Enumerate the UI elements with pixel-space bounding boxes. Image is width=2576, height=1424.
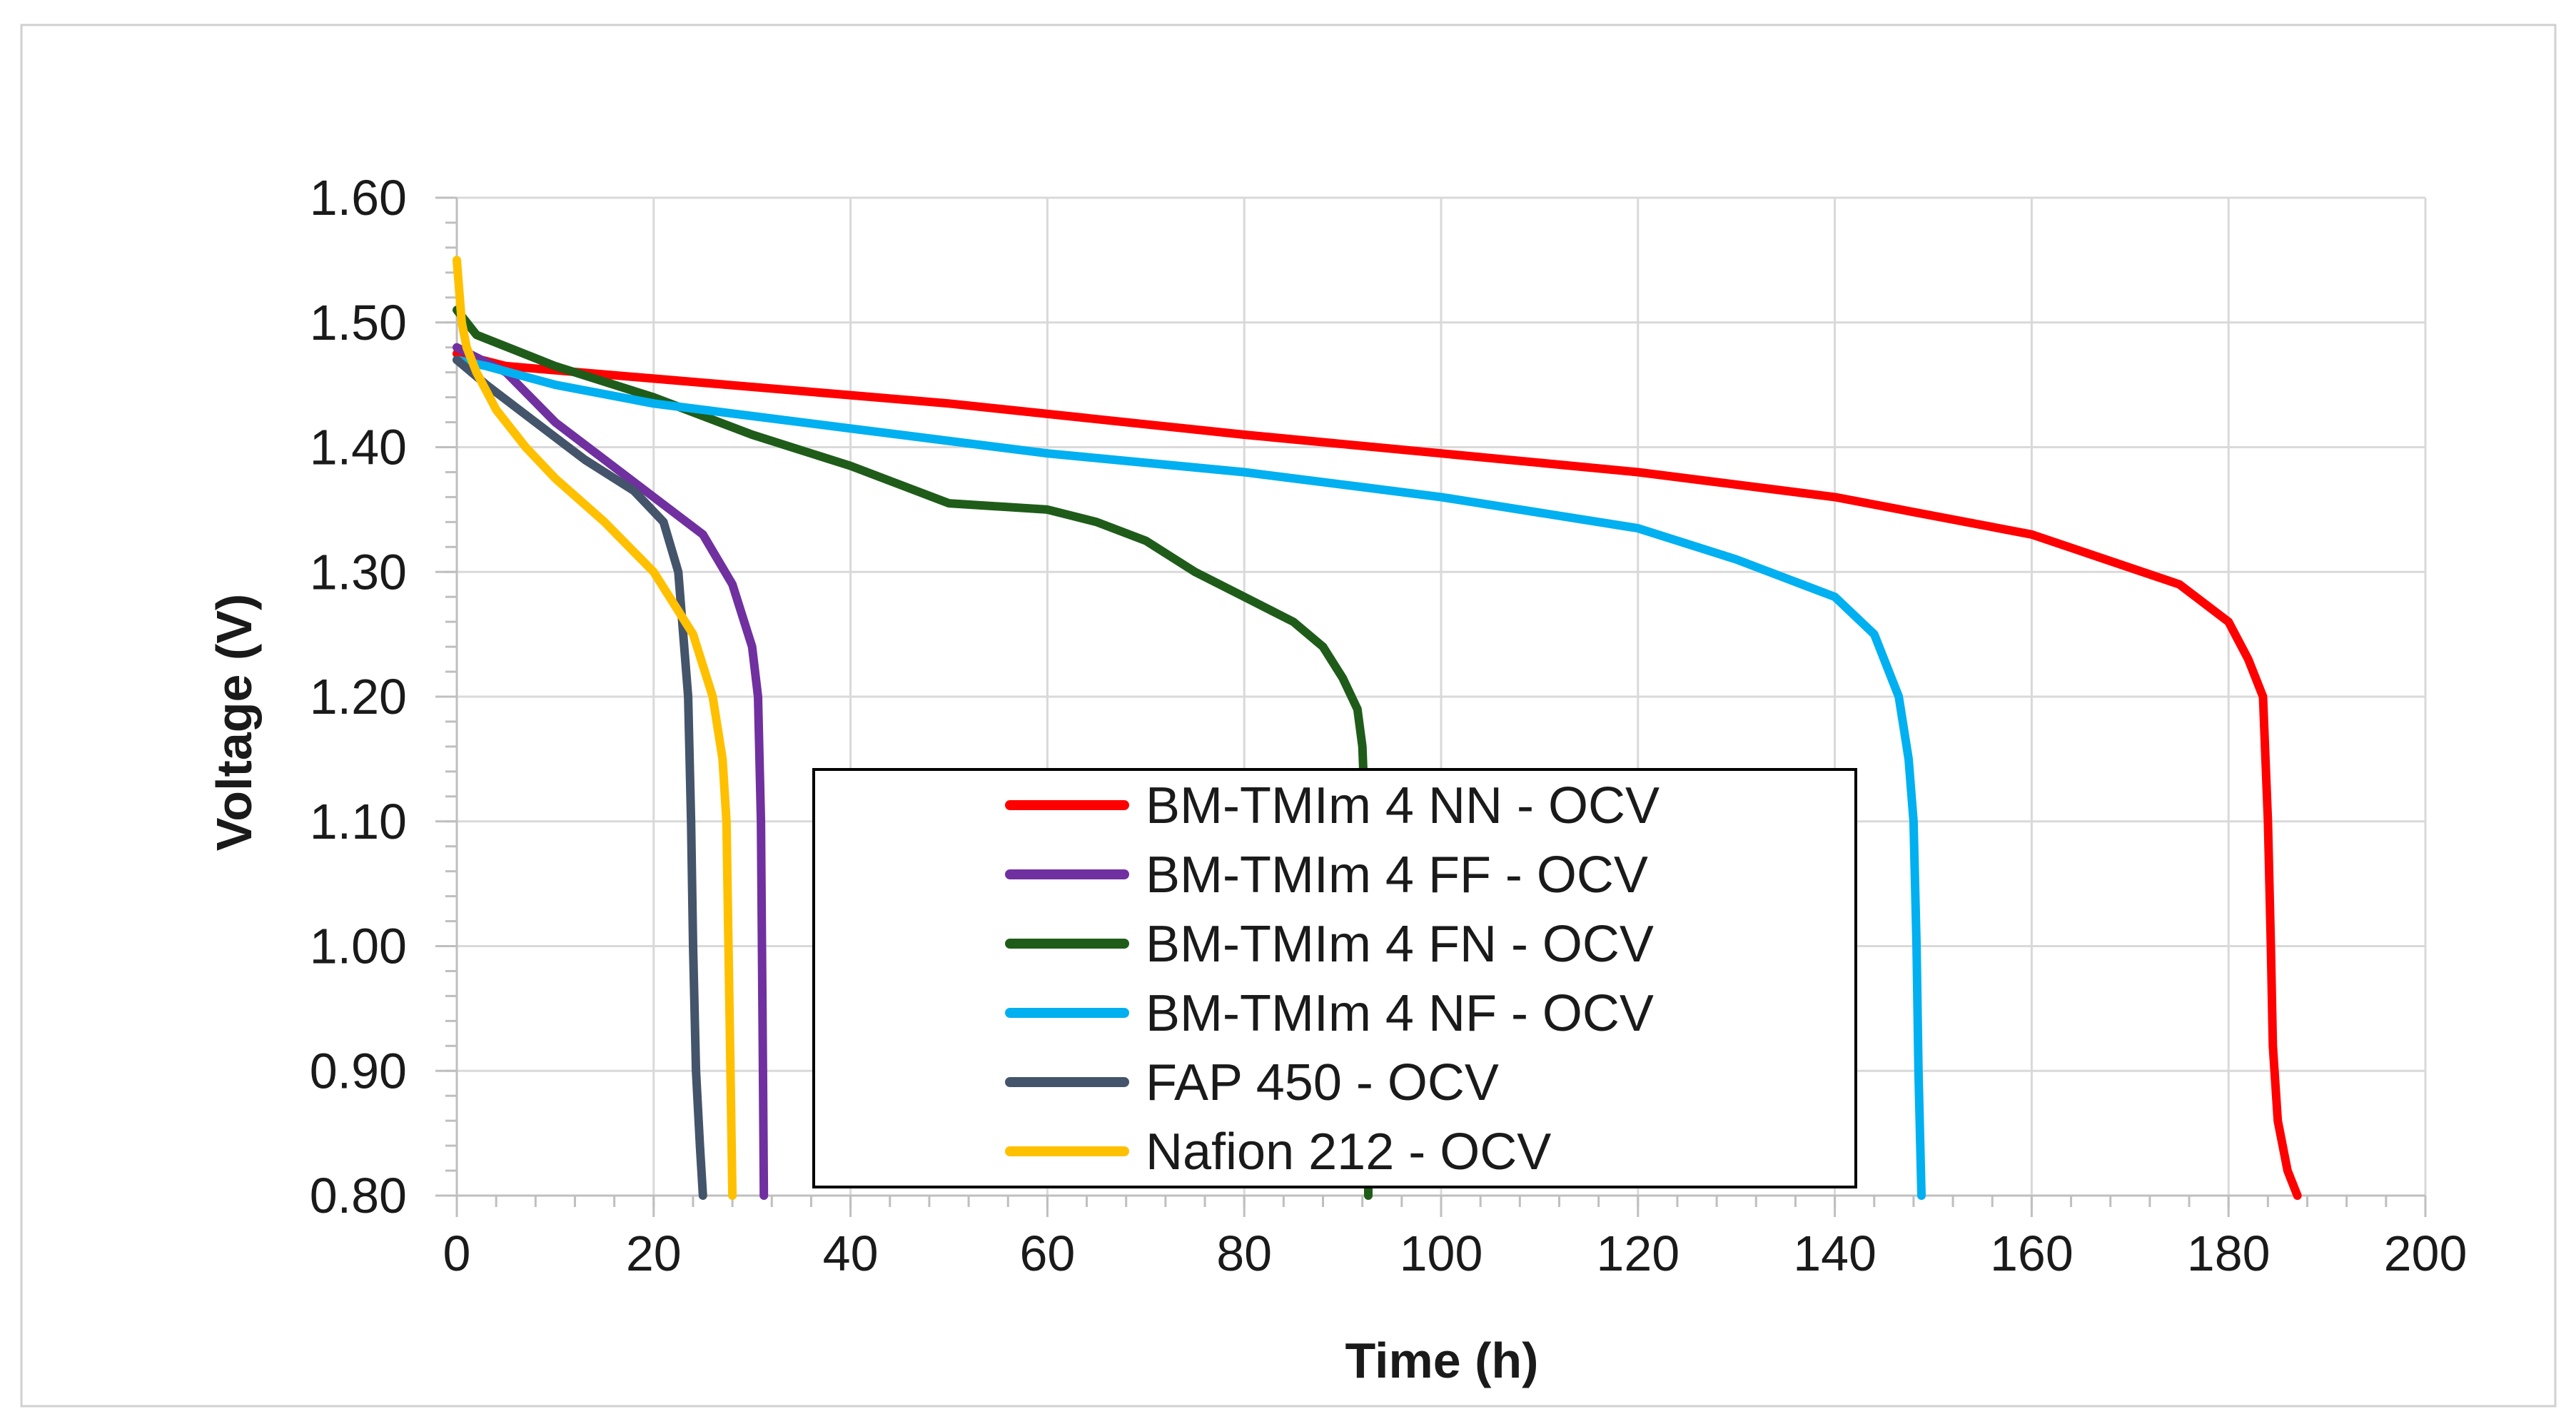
x-tick-label: 160 (1990, 1226, 2074, 1281)
series-line-2 (453, 343, 769, 1200)
series-line-4 (453, 355, 1926, 1200)
x-tick-label: 80 (1216, 1226, 1272, 1281)
y-tick-label: 1.60 (310, 170, 407, 226)
y-tick-label: 1.10 (310, 794, 407, 849)
series-line-6 (453, 256, 737, 1200)
y-tick-label: 1.20 (310, 669, 407, 724)
x-tick-label: 0 (443, 1226, 471, 1281)
y-tick-label: 0.80 (310, 1168, 407, 1223)
legend-label-4: BM-TMIm 4 NF - OCV (1146, 985, 1654, 1042)
x-tick-label: 20 (626, 1226, 682, 1281)
x-tick-label: 200 (2384, 1226, 2468, 1281)
x-tick-label: 100 (1400, 1226, 1483, 1281)
legend-label-2: BM-TMIm 4 FF - OCV (1146, 847, 1648, 904)
series-line-5 (453, 355, 707, 1200)
y-tick-label: 1.40 (310, 420, 407, 475)
x-tick-label: 180 (2187, 1226, 2271, 1281)
x-tick-label: 40 (823, 1226, 879, 1281)
x-tick-label: 120 (1596, 1226, 1680, 1281)
tick-labels: 0 20 40 60 80 100 120 140 160 180 200 0.80 0.90 1.00 1… (310, 170, 2468, 1281)
legend-box (812, 768, 1857, 1188)
y-axis-title: Voltage (V) (206, 594, 262, 851)
y-tick-label: 1.50 (310, 295, 407, 350)
x-axis-title: Time (h) (1345, 1333, 1539, 1388)
legend-label-1: BM-TMIm 4 NN - OCV (1146, 777, 1660, 834)
series-lines (453, 256, 2302, 1200)
legend-items: BM-TMIm 4 NN - OCV BM-TMIm 4 FF - OCV BM-T… (1005, 777, 1660, 1181)
legend: BM-TMIm 4 NN - OCV BM-TMIm 4 FF - OCV BM-T… (812, 768, 1857, 1188)
x-tick-label: 140 (1793, 1226, 1877, 1281)
legend-label-3: BM-TMIm 4 FN - OCV (1146, 916, 1654, 973)
legend-label-6: Nafion 212 - OCV (1146, 1123, 1551, 1181)
legend-label-5: FAP 450 - OCV (1146, 1054, 1499, 1111)
series-line-1 (453, 349, 2302, 1200)
y-tick-label: 1.00 (310, 919, 407, 974)
x-tick-label: 60 (1019, 1226, 1075, 1281)
y-tick-label: 1.30 (310, 544, 407, 600)
y-tick-label: 0.90 (310, 1043, 407, 1099)
